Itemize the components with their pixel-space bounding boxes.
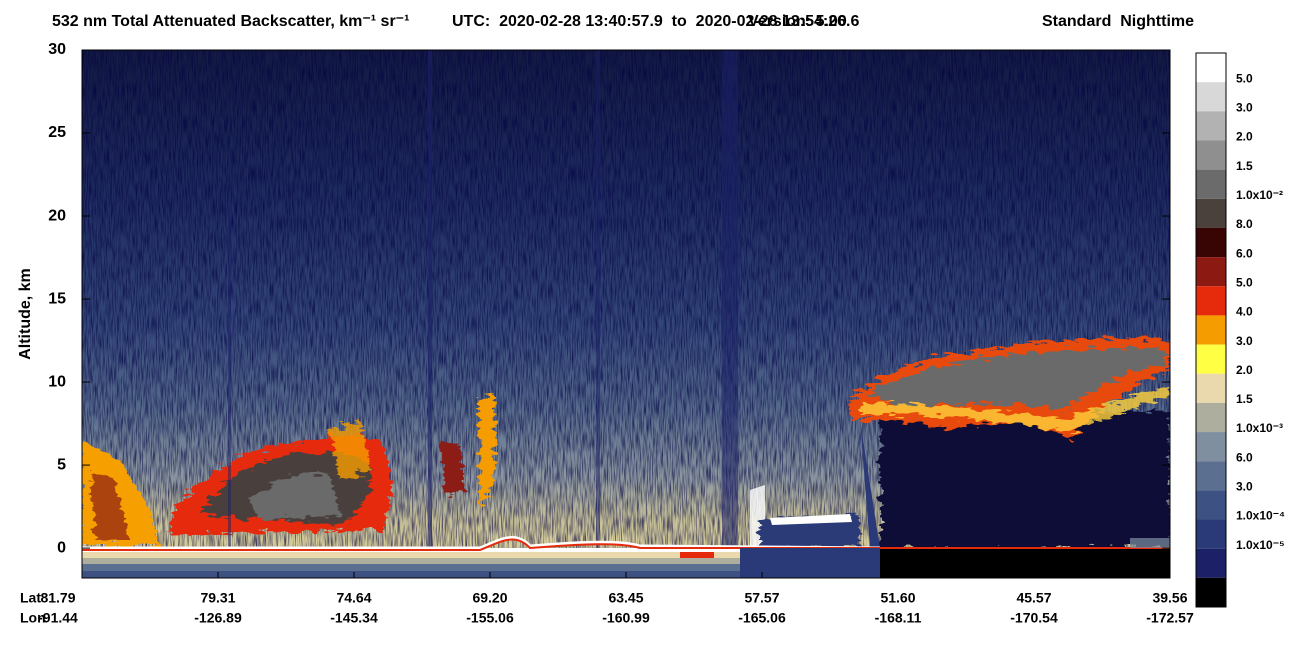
lat-tick-label: 69.20: [472, 590, 507, 606]
version: Version: 5.00: [748, 13, 847, 30]
colorbar-bin: [1196, 82, 1226, 112]
time-range: UTC: 2020-02-28 13:40:57.9 to 2020-02-28…: [452, 13, 859, 30]
lat-tick-label: 74.64: [336, 590, 371, 606]
colorbar-label: 5.0: [1236, 275, 1253, 289]
colorbar-bin: [1196, 402, 1226, 433]
colorbar-bin: [1196, 461, 1226, 491]
colorbar-bin: [1196, 577, 1226, 607]
colorbar-label: 2.0: [1236, 130, 1253, 144]
colorbar-bin: [1196, 227, 1226, 258]
lon-tick-label: -145.34: [330, 610, 378, 626]
colorbar-label: 1.5: [1236, 159, 1253, 173]
mode: Standard Nighttime: [1042, 13, 1194, 30]
colorbar-label: 6.0: [1236, 246, 1253, 260]
colorbar-label: 5.0: [1236, 71, 1253, 85]
y-tick-label: 20: [48, 207, 66, 224]
colorbar-bin: [1196, 169, 1226, 199]
backscatter-image: [82, 50, 1170, 578]
lat-tick-label: 81.79: [40, 590, 75, 606]
lon-label: Lon: [20, 610, 46, 626]
colorbar-label: 3.0: [1236, 100, 1253, 114]
lon-tick-label: -165.06: [738, 610, 786, 626]
colorbar-label: 6.0: [1236, 450, 1253, 464]
lat-tick-label: 57.57: [744, 590, 779, 606]
colorbar-bin: [1196, 198, 1226, 228]
colorbar-bin: [1196, 548, 1226, 578]
colorbar-label: 1.0x10⁻²: [1236, 188, 1283, 202]
colorbar-label: 1.0x10⁻⁵: [1236, 538, 1285, 552]
lat-tick-label: 51.60: [880, 590, 915, 606]
colorbar-bin: [1196, 315, 1226, 345]
colorbar-label: 4.0: [1236, 305, 1253, 319]
lat-tick-label: 79.31: [200, 590, 235, 606]
colorbar-bin: [1196, 519, 1226, 549]
lon-tick-label: -170.54: [1010, 610, 1058, 626]
colorbar-bin: [1196, 53, 1226, 83]
lon-tick-label: -172.57: [1146, 610, 1194, 626]
lat-tick-label: 39.56: [1152, 590, 1187, 606]
colorbar-label: 3.0: [1236, 480, 1253, 494]
colorbar-bin: [1196, 257, 1226, 287]
colorbar-bin: [1196, 432, 1226, 462]
y-tick-label: 25: [48, 124, 66, 141]
y-tick-label: 0: [57, 539, 66, 556]
colorbar-label: 1.0x10⁻⁴: [1236, 509, 1285, 523]
colorbar-label: 8.0: [1236, 217, 1253, 231]
colorbar-bin: [1196, 111, 1226, 141]
colorbar-label: 1.0x10⁻³: [1236, 421, 1283, 435]
y-tick-label: 10: [48, 373, 66, 390]
lon-tick-label: -168.11: [875, 610, 922, 626]
y-tick-label: 5: [57, 456, 66, 473]
colorbar-bin: [1196, 286, 1226, 316]
colorbar-bin: [1196, 140, 1226, 170]
lat-tick-label: 63.45: [608, 590, 643, 606]
colorbar-bin: [1196, 490, 1226, 520]
colorbar-frame: [1195, 52, 1227, 608]
lon-tick-label: -91.44: [38, 610, 78, 626]
y-tick-label: 30: [48, 41, 66, 58]
colorbar-bin: [1196, 373, 1226, 403]
lat-tick-label: 45.57: [1016, 590, 1051, 606]
lon-tick-label: -126.89: [194, 610, 242, 626]
y-axis-label: Altitude, km: [17, 268, 34, 360]
colorbar-label: 2.0: [1236, 363, 1253, 377]
chart-title: 532 nm Total Attenuated Backscatter, km⁻…: [52, 13, 409, 30]
y-tick-label: 15: [48, 290, 66, 307]
colorbar-label: 3.0: [1236, 334, 1253, 348]
colorbar-label: 1.5: [1236, 392, 1253, 406]
lat-label: Lat: [20, 590, 41, 606]
lon-tick-label: -155.06: [466, 610, 514, 626]
lon-tick-label: -160.99: [602, 610, 650, 626]
colorbar-bin: [1196, 344, 1226, 374]
